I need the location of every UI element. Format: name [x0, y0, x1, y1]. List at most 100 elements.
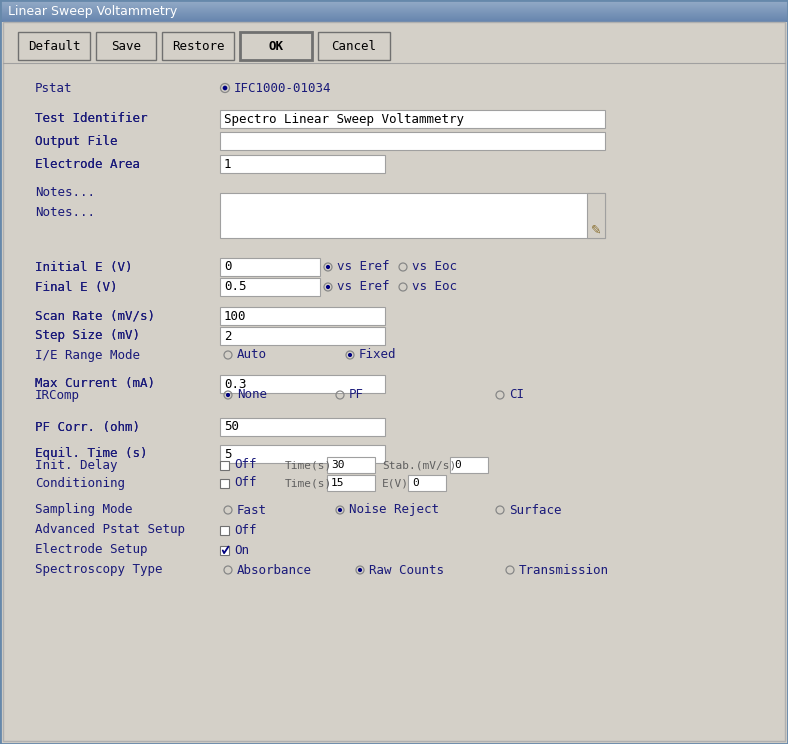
Text: Linear Sweep Voltammetry: Linear Sweep Voltammetry: [8, 4, 177, 18]
FancyBboxPatch shape: [3, 22, 785, 741]
FancyBboxPatch shape: [240, 32, 312, 60]
FancyBboxPatch shape: [0, 21, 788, 22]
FancyBboxPatch shape: [0, 13, 788, 14]
Text: Output File: Output File: [35, 135, 117, 147]
FancyBboxPatch shape: [0, 7, 788, 8]
FancyBboxPatch shape: [221, 461, 229, 469]
Text: Max Current (mA): Max Current (mA): [35, 377, 155, 391]
Text: Max Current (mA): Max Current (mA): [35, 377, 155, 391]
FancyBboxPatch shape: [220, 375, 385, 393]
FancyBboxPatch shape: [408, 475, 446, 491]
Text: 1: 1: [224, 158, 232, 170]
Text: Final E (V): Final E (V): [35, 280, 117, 293]
Text: Default: Default: [28, 39, 80, 53]
FancyBboxPatch shape: [220, 132, 605, 150]
Text: vs Eref: vs Eref: [337, 260, 389, 274]
Text: Test Identifier: Test Identifier: [35, 112, 147, 126]
Text: Init. Delay: Init. Delay: [35, 458, 117, 472]
FancyBboxPatch shape: [0, 4, 788, 5]
Text: Scan Rate (mV/s): Scan Rate (mV/s): [35, 310, 155, 322]
Text: Sampling Mode: Sampling Mode: [35, 504, 132, 516]
FancyBboxPatch shape: [0, 15, 788, 16]
Text: PF Corr. (ohm): PF Corr. (ohm): [35, 420, 140, 434]
Circle shape: [226, 393, 230, 397]
Text: Final E (V): Final E (V): [35, 280, 117, 293]
FancyBboxPatch shape: [221, 478, 229, 487]
Text: ✎: ✎: [591, 223, 601, 237]
Text: 0: 0: [224, 260, 232, 274]
Text: Surface: Surface: [509, 504, 562, 516]
FancyBboxPatch shape: [221, 545, 229, 554]
Text: Cancel: Cancel: [332, 39, 377, 53]
Text: 0: 0: [454, 460, 461, 470]
FancyBboxPatch shape: [220, 327, 385, 345]
Text: PF Corr. (ohm): PF Corr. (ohm): [35, 420, 140, 434]
Text: Initial E (V): Initial E (V): [35, 260, 132, 274]
Text: 0: 0: [412, 478, 418, 488]
Text: Conditioning: Conditioning: [35, 476, 125, 490]
Circle shape: [338, 508, 342, 512]
Text: Off: Off: [234, 524, 257, 536]
Text: None: None: [237, 388, 267, 402]
Text: 0.5: 0.5: [224, 280, 247, 293]
FancyBboxPatch shape: [220, 278, 320, 296]
Text: Notes...: Notes...: [35, 187, 95, 199]
FancyBboxPatch shape: [220, 155, 385, 173]
FancyBboxPatch shape: [0, 1, 788, 2]
FancyBboxPatch shape: [0, 9, 788, 10]
Text: Spectroscopy Type: Spectroscopy Type: [35, 563, 162, 577]
Text: Fast: Fast: [237, 504, 267, 516]
Text: Save: Save: [111, 39, 141, 53]
Text: Scan Rate (mV/s): Scan Rate (mV/s): [35, 310, 155, 322]
FancyBboxPatch shape: [0, 0, 788, 1]
FancyBboxPatch shape: [0, 2, 788, 3]
Text: Spectro Linear Sweep Voltammetry: Spectro Linear Sweep Voltammetry: [224, 112, 464, 126]
Text: Time(s): Time(s): [285, 478, 333, 488]
Text: 15: 15: [331, 478, 344, 488]
Text: 2: 2: [224, 330, 232, 342]
Text: Off: Off: [234, 458, 257, 472]
Text: Electrode Area: Electrode Area: [35, 158, 140, 170]
FancyBboxPatch shape: [327, 475, 375, 491]
Text: 100: 100: [224, 310, 247, 322]
Circle shape: [223, 86, 228, 90]
FancyBboxPatch shape: [0, 16, 788, 17]
Text: 30: 30: [331, 460, 344, 470]
Text: Step Size (mV): Step Size (mV): [35, 330, 140, 342]
FancyBboxPatch shape: [327, 457, 375, 473]
FancyBboxPatch shape: [0, 3, 788, 4]
FancyBboxPatch shape: [220, 445, 385, 463]
FancyBboxPatch shape: [220, 418, 385, 436]
Text: Time(s): Time(s): [285, 460, 333, 470]
FancyBboxPatch shape: [0, 17, 788, 18]
Text: Initial E (V): Initial E (V): [35, 260, 132, 274]
Text: Advanced Pstat Setup: Advanced Pstat Setup: [35, 524, 185, 536]
FancyBboxPatch shape: [0, 8, 788, 9]
FancyBboxPatch shape: [0, 14, 788, 15]
Text: Transmission: Transmission: [519, 563, 609, 577]
FancyBboxPatch shape: [0, 11, 788, 12]
Text: Electrode Area: Electrode Area: [35, 158, 140, 170]
FancyBboxPatch shape: [162, 32, 234, 60]
Text: CI: CI: [509, 388, 524, 402]
FancyBboxPatch shape: [0, 10, 788, 11]
Text: Test Identifier: Test Identifier: [35, 112, 147, 126]
Text: Stab.(mV/s): Stab.(mV/s): [382, 460, 456, 470]
FancyBboxPatch shape: [18, 32, 90, 60]
Text: Fixed: Fixed: [359, 348, 396, 362]
Text: vs Eoc: vs Eoc: [412, 280, 457, 293]
Text: Off: Off: [234, 476, 257, 490]
FancyBboxPatch shape: [0, 12, 788, 13]
Text: Pstat: Pstat: [35, 82, 72, 94]
FancyBboxPatch shape: [0, 6, 788, 7]
FancyBboxPatch shape: [587, 193, 605, 238]
Text: On: On: [234, 544, 249, 557]
FancyBboxPatch shape: [96, 32, 156, 60]
Text: Equil. Time (s): Equil. Time (s): [35, 447, 147, 461]
Text: Notes...: Notes...: [35, 207, 95, 219]
Text: Equil. Time (s): Equil. Time (s): [35, 447, 147, 461]
Text: Output File: Output File: [35, 135, 117, 147]
Text: 0.3: 0.3: [224, 377, 247, 391]
Text: Raw Counts: Raw Counts: [369, 563, 444, 577]
FancyBboxPatch shape: [220, 307, 385, 325]
